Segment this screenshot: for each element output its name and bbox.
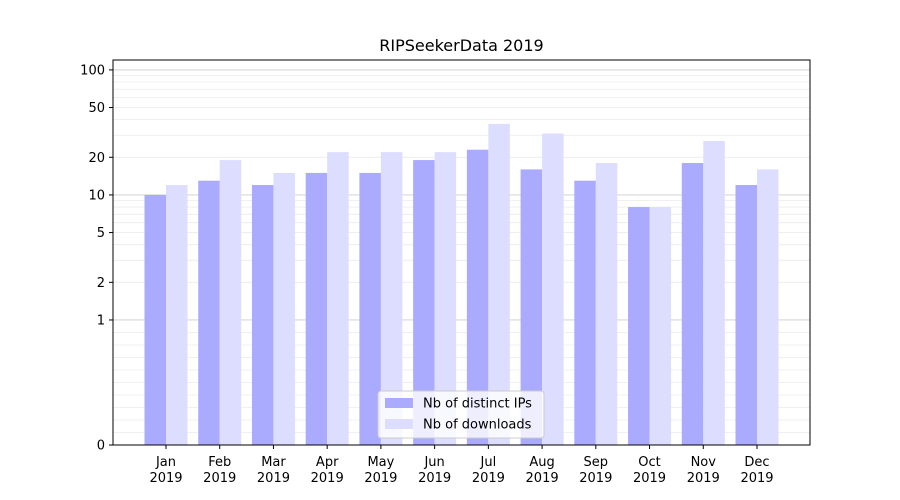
x-axis: Jan2019Feb2019Mar2019Apr2019May2019Jun20… xyxy=(149,445,774,486)
bar-downloads xyxy=(219,160,242,445)
legend-label: Nb of distinct IPs xyxy=(423,397,532,412)
x-tick-label-year: 2019 xyxy=(740,471,773,486)
x-tick-label-month: Nov xyxy=(691,455,717,470)
y-tick-label: 5 xyxy=(97,226,105,241)
x-tick-label-year: 2019 xyxy=(149,471,182,486)
x-tick-label-month: May xyxy=(367,455,394,470)
legend-label: Nb of downloads xyxy=(423,418,532,433)
x-tick-label-year: 2019 xyxy=(472,471,505,486)
bar-downloads xyxy=(757,169,779,445)
bar-distinct-ips xyxy=(520,169,543,445)
bar-downloads xyxy=(649,207,672,445)
legend: Nb of distinct IPs Nb of downloads xyxy=(377,390,545,439)
x-tick-label-year: 2019 xyxy=(687,471,720,486)
x-tick-label-month: Jan xyxy=(155,455,176,470)
bar-distinct-ips xyxy=(628,207,650,445)
bar-distinct-ips xyxy=(466,149,489,446)
x-tick-label-year: 2019 xyxy=(633,471,666,486)
bar-downloads xyxy=(595,163,618,445)
x-tick-label-month: Jul xyxy=(480,455,497,470)
y-tick-label: 10 xyxy=(88,188,105,203)
bar-downloads xyxy=(273,172,295,445)
bar-downloads xyxy=(542,133,564,445)
bar-downloads xyxy=(488,123,510,445)
bar-downloads xyxy=(380,152,403,445)
x-tick-label-year: 2019 xyxy=(364,471,397,486)
x-tick-label-month: Aug xyxy=(529,455,554,470)
bars xyxy=(144,123,779,446)
bar-distinct-ips xyxy=(198,180,220,445)
x-tick-label-year: 2019 xyxy=(203,471,236,486)
bar-distinct-ips xyxy=(305,172,328,445)
x-tick-label-year: 2019 xyxy=(418,471,451,486)
bar-distinct-ips xyxy=(574,180,596,445)
y-tick-label: 50 xyxy=(88,101,105,116)
x-tick-label-month: Mar xyxy=(261,455,286,470)
plot-frame xyxy=(112,59,811,446)
y-tick-label: 0 xyxy=(97,439,105,454)
bar-downloads xyxy=(703,140,725,445)
y-axis: 0 1 2 5 10 20 50 100 xyxy=(80,63,113,454)
y-tick-label: 100 xyxy=(80,63,105,78)
y-tick-label: 20 xyxy=(88,151,105,166)
x-tick-label-month: Sep xyxy=(584,455,609,470)
x-tick-label-month: Apr xyxy=(316,455,339,470)
chart-title: RIPSeekerData 2019 xyxy=(379,36,543,55)
x-tick-label-month: Feb xyxy=(208,455,231,470)
bar-distinct-ips xyxy=(359,172,381,445)
bar-distinct-ips xyxy=(251,185,274,445)
bar-downloads xyxy=(166,185,188,445)
bar-distinct-ips xyxy=(144,194,166,445)
bar-downloads xyxy=(434,152,457,445)
bar-distinct-ips xyxy=(413,160,435,445)
bar-distinct-ips xyxy=(681,163,704,445)
x-tick-label-year: 2019 xyxy=(526,471,559,486)
legend-swatch xyxy=(385,398,413,408)
x-tick-label-year: 2019 xyxy=(257,471,290,486)
y-tick-label: 1 xyxy=(97,313,105,328)
x-tick-label-month: Jun xyxy=(423,455,444,470)
bar-downloads xyxy=(327,152,349,445)
legend-swatch xyxy=(385,419,413,429)
bar-distinct-ips xyxy=(735,185,757,445)
x-tick-label-month: Dec xyxy=(744,455,769,470)
x-tick-label-month: Oct xyxy=(638,455,660,470)
x-tick-label-year: 2019 xyxy=(579,471,612,486)
legend-box xyxy=(377,390,545,439)
y-tick-label: 2 xyxy=(97,276,105,291)
x-tick-label-year: 2019 xyxy=(311,471,344,486)
